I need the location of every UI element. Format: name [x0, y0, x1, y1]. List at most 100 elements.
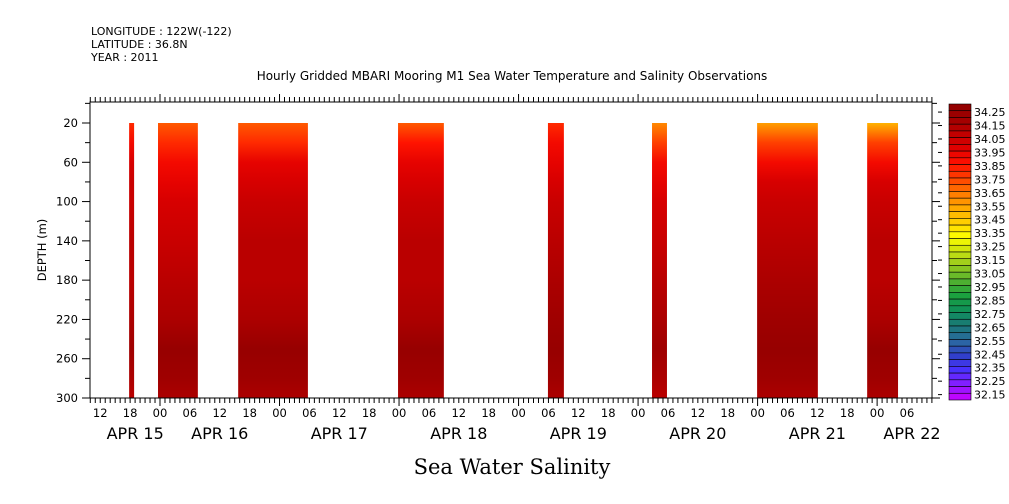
colorbar-swatch	[948, 366, 972, 374]
x-tick-label: 06	[422, 406, 437, 420]
x-tick-label: 18	[242, 406, 257, 420]
x-tick-label: 18	[362, 406, 377, 420]
day-label: APR 17	[311, 424, 368, 443]
colorbar-swatch	[948, 211, 972, 219]
year-label: YEAR : 2011	[90, 51, 159, 64]
colorbar-swatch	[948, 191, 972, 199]
x-tick-label: 18	[601, 406, 616, 420]
colorbar-swatch	[948, 372, 972, 381]
colorbar-swatch	[948, 271, 972, 280]
colorbar-swatch	[948, 218, 972, 226]
colorbar-swatch	[948, 238, 972, 246]
day-label: APR 18	[430, 424, 487, 443]
colorbar-label: 33.25	[974, 241, 1006, 254]
data-block	[158, 123, 198, 398]
colorbar-label: 32.35	[974, 362, 1006, 375]
colorbar-swatch	[948, 285, 972, 293]
colorbar-label: 33.15	[974, 254, 1006, 267]
x-tick-label: 06	[661, 406, 676, 420]
colorbar-label: 33.35	[974, 227, 1006, 240]
y-tick-label: 140	[56, 234, 78, 248]
colorbar-swatch	[948, 184, 972, 192]
colorbar-label: 33.55	[974, 200, 1006, 213]
y-tick-label: 100	[56, 195, 78, 209]
colorbar-swatch	[948, 244, 972, 253]
colorbar-label: 34.15	[974, 120, 1006, 133]
colorbar-swatch	[948, 103, 972, 112]
data-block	[398, 123, 444, 398]
plot-frame	[89, 101, 933, 399]
colorbar-label: 33.45	[974, 214, 1006, 227]
x-tick-label: 00	[631, 406, 646, 420]
day-label: APR 19	[550, 424, 607, 443]
x-tick-label: 18	[123, 406, 138, 420]
colorbar-label: 32.65	[974, 321, 1006, 334]
colorbar-swatch	[948, 231, 972, 239]
longitude-label: LONGITUDE : 122W(-122)	[91, 25, 232, 38]
colorbar-swatch	[948, 251, 972, 260]
colorbar-swatch	[948, 359, 972, 367]
x-tick-label: 00	[272, 406, 287, 420]
colorbar-label: 33.85	[974, 160, 1006, 173]
colorbar-label: 34.05	[974, 133, 1006, 146]
x-axis-title: Sea Water Salinity	[414, 455, 611, 479]
colorbar-label: 32.75	[974, 308, 1006, 321]
colorbar-swatch	[948, 298, 972, 307]
colorbar-swatch	[948, 265, 972, 273]
x-tick-label: 12	[691, 406, 706, 420]
y-axis-title: DEPTH (m)	[35, 219, 49, 282]
x-tick-label: 06	[541, 406, 556, 420]
y-tick-label: 300	[56, 391, 78, 405]
colorbar-label: 32.45	[974, 348, 1006, 361]
colorbar-swatch	[948, 144, 972, 152]
colorbar-swatch	[948, 164, 972, 172]
colorbar-swatch	[948, 110, 972, 118]
colorbar-swatch	[948, 339, 972, 347]
y-tick-label: 20	[63, 116, 78, 130]
colorbar-swatch	[948, 352, 972, 360]
data-block	[129, 123, 135, 398]
colorbar-swatch	[948, 332, 972, 340]
colorbar-swatch	[948, 318, 972, 327]
colorbar-label: 34.25	[974, 106, 1006, 119]
x-tick-label: 12	[451, 406, 466, 420]
data-block	[652, 123, 667, 398]
colorbar-swatch	[948, 386, 972, 394]
colorbar-swatch	[948, 258, 972, 266]
colorbar-label: 32.55	[974, 335, 1006, 348]
colorbar-label: 33.75	[974, 173, 1006, 186]
x-tick-label: 06	[183, 406, 198, 420]
colorbar-swatch	[948, 392, 972, 401]
x-tick-label: 00	[511, 406, 526, 420]
colorbar-label: 32.85	[974, 294, 1006, 307]
day-label: APR 22	[883, 424, 940, 443]
colorbar-label: 32.15	[974, 389, 1006, 402]
data-block	[867, 123, 899, 398]
colorbar-swatch	[948, 379, 972, 387]
colorbar-swatch	[948, 137, 972, 145]
x-tick-label: 12	[332, 406, 347, 420]
colorbar-label: 32.25	[974, 375, 1006, 388]
x-tick-label: 12	[810, 406, 825, 420]
colorbar-label: 33.05	[974, 268, 1006, 281]
data-block	[757, 123, 818, 398]
data-blocks	[129, 123, 899, 398]
chart-title: Hourly Gridded MBARI Mooring M1 Sea Wate…	[257, 69, 768, 83]
colorbar-swatch	[948, 157, 972, 165]
day-label: APR 16	[191, 424, 248, 443]
x-tick-label: 12	[571, 406, 586, 420]
colorbar-swatch	[948, 204, 972, 212]
colorbar-swatch	[948, 345, 972, 354]
data-block	[238, 123, 308, 398]
x-tick-label: 00	[750, 406, 765, 420]
colorbar: 34.2534.1534.0533.9533.8533.7533.6533.55…	[938, 103, 1006, 402]
day-label: APR 21	[789, 424, 846, 443]
colorbar-swatch	[948, 278, 972, 286]
x-tick-label: 18	[481, 406, 496, 420]
colorbar-swatch	[948, 150, 972, 159]
x-tick-label: 00	[870, 406, 885, 420]
x-tick-label: 06	[900, 406, 915, 420]
data-block	[547, 123, 564, 398]
